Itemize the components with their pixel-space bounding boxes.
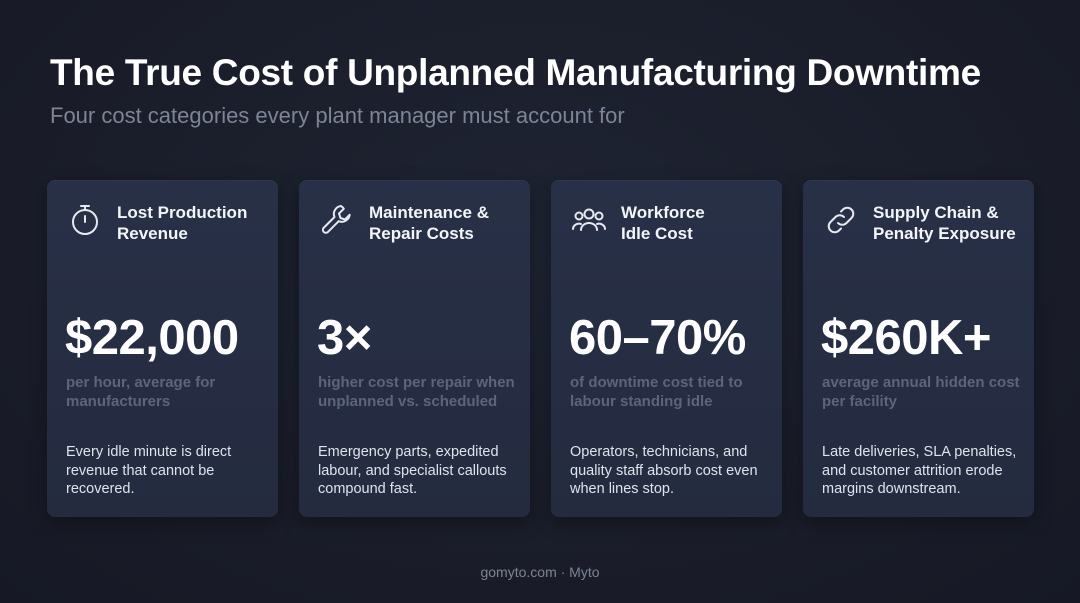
card-maintenance-repair: Maintenance & Repair Costs 3× higher cos… bbox=[299, 180, 530, 517]
users-icon bbox=[571, 202, 607, 238]
card-header: Lost Production Revenue bbox=[67, 202, 277, 244]
card-stat-description: higher cost per repair when unplanned vs… bbox=[318, 374, 515, 410]
card-stat: $260K+ bbox=[821, 311, 992, 365]
card-lost-production: Lost Production Revenue $22,000 per hour… bbox=[47, 180, 278, 517]
card-title: Supply Chain & Penalty Exposure bbox=[873, 203, 1016, 243]
card-body: Operators, technicians, and quality staf… bbox=[570, 444, 758, 497]
card-header: Supply Chain & Penalty Exposure bbox=[823, 202, 1033, 244]
card-stat-description: of downtime cost tied to labour standing… bbox=[570, 374, 743, 410]
wrench-icon bbox=[319, 202, 355, 238]
stopwatch-icon bbox=[67, 202, 103, 238]
card-supply-chain: Supply Chain & Penalty Exposure $260K+ a… bbox=[803, 180, 1034, 517]
card-stat-description: per hour, average for manufacturers bbox=[66, 374, 216, 410]
card-stat-description: average annual hidden cost per facility bbox=[822, 374, 1020, 410]
card-stat: 60–70% bbox=[569, 311, 746, 365]
page-title: The True Cost of Unplanned Manufacturing… bbox=[50, 52, 981, 93]
card-title: Maintenance & Repair Costs bbox=[369, 203, 489, 243]
card-title: Lost Production Revenue bbox=[117, 203, 248, 243]
cost-cards: Lost Production Revenue $22,000 per hour… bbox=[47, 180, 1034, 517]
card-body: Emergency parts, expedited labour, and s… bbox=[318, 444, 507, 497]
card-body: Late deliveries, SLA penalties, and cust… bbox=[822, 444, 1017, 497]
card-stat: 3× bbox=[317, 311, 372, 365]
card-header: Workforce Idle Cost bbox=[571, 202, 781, 244]
link-icon bbox=[823, 202, 859, 238]
card-stat: $22,000 bbox=[65, 311, 239, 365]
page-subtitle: Four cost categories every plant manager… bbox=[50, 103, 625, 128]
footer-credit: gomyto.com · Myto bbox=[480, 564, 600, 580]
card-header: Maintenance & Repair Costs bbox=[319, 202, 529, 244]
card-body: Every idle minute is direct revenue that… bbox=[66, 444, 232, 497]
card-workforce-idle: Workforce Idle Cost 60–70% of downtime c… bbox=[551, 180, 782, 517]
card-title: Workforce Idle Cost bbox=[621, 203, 705, 243]
